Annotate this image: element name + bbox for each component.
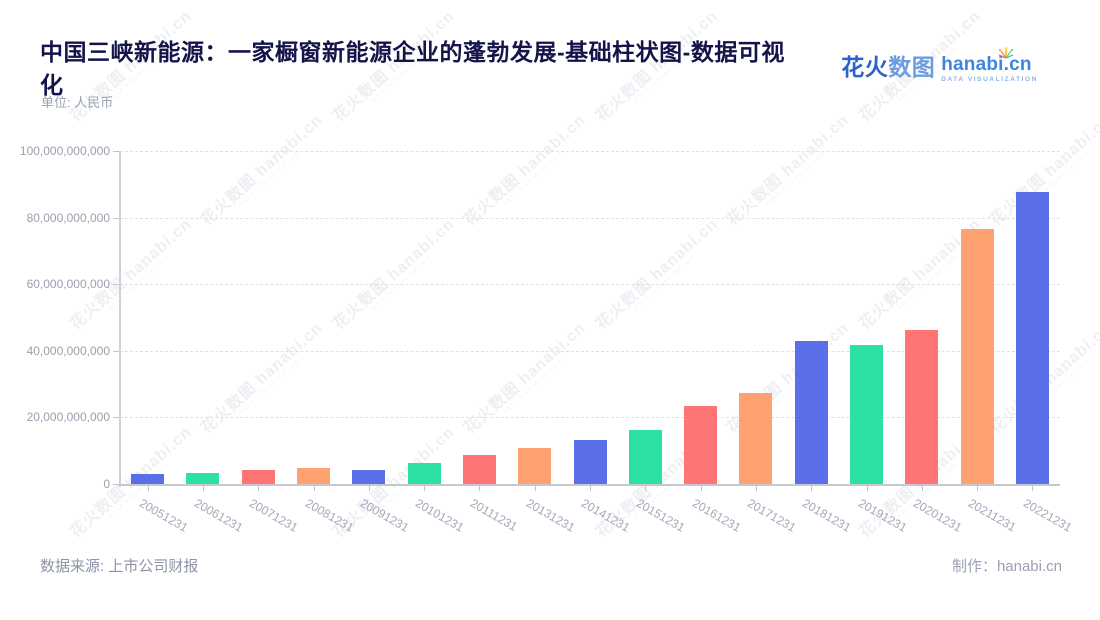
y-axis-tick bbox=[113, 284, 120, 286]
y-axis-label: 0 bbox=[103, 477, 110, 491]
x-axis-tick bbox=[313, 486, 315, 491]
x-axis-tick bbox=[645, 486, 647, 491]
x-axis-label: 20171231 bbox=[744, 496, 799, 535]
x-axis-label: 20081231 bbox=[302, 496, 356, 535]
x-axis-tick bbox=[479, 486, 481, 491]
x-axis-label: 20071231 bbox=[247, 496, 301, 535]
page-title-line1: 中国三峡新能源：一家橱窗新能源企业的蓬勃发展-基础柱状图-数据可视 bbox=[40, 39, 785, 65]
x-axis-label: 20211231 bbox=[966, 496, 1019, 535]
x-axis-label: 20091231 bbox=[357, 496, 412, 535]
x-axis-label: 20141231 bbox=[579, 496, 633, 535]
bar[interactable] bbox=[518, 448, 552, 484]
bar[interactable] bbox=[407, 463, 441, 484]
y-gridline bbox=[120, 151, 1060, 152]
x-axis-label: 20151231 bbox=[634, 496, 688, 535]
y-axis-line bbox=[119, 151, 121, 487]
x-axis-tick bbox=[147, 486, 149, 491]
logo-en-block: hanabi.cn DATA VISUALIZATION bbox=[941, 47, 1038, 83]
y-axis-label: 60,000,000,000 bbox=[26, 277, 110, 292]
x-axis-label: 20131231 bbox=[523, 496, 577, 535]
x-axis-tick bbox=[755, 486, 757, 491]
y-axis-tick bbox=[113, 151, 120, 152]
x-axis-tick bbox=[977, 486, 979, 491]
logo-cn-text: 花火数图 bbox=[841, 54, 935, 80]
logo-cn-shutu: 数图 bbox=[888, 54, 936, 80]
y-axis-tick bbox=[113, 350, 120, 352]
page-title: 中国三峡新能源：一家橱窗新能源企业的蓬勃发展-基础柱状图-数据可视化 bbox=[40, 36, 880, 102]
bar[interactable] bbox=[131, 474, 165, 484]
bar[interactable] bbox=[739, 393, 773, 484]
x-axis-label: 20051231 bbox=[136, 496, 190, 535]
x-axis-label: 20201231 bbox=[910, 496, 965, 535]
logo-domain: hanabi.cn bbox=[941, 54, 1032, 75]
x-axis-tick bbox=[700, 486, 702, 491]
y-axis-label: 80,000,000,000 bbox=[26, 210, 110, 225]
bar[interactable] bbox=[1015, 192, 1049, 484]
firework-icon bbox=[998, 47, 1014, 59]
y-gridline bbox=[120, 417, 1060, 419]
x-axis-label: 20101231 bbox=[413, 496, 467, 535]
y-axis-label: 40,000,000,000 bbox=[26, 343, 110, 358]
bar[interactable] bbox=[462, 455, 496, 484]
hanabi-logo: 花火数图 hanabi.cn DATA VISUALIZATION bbox=[841, 47, 1038, 83]
logo-cn-huahuo: 花火 bbox=[841, 54, 889, 80]
x-axis-label: 20181231 bbox=[800, 496, 854, 535]
x-axis-label: 20191231 bbox=[855, 496, 909, 535]
y-axis-label: 20,000,000,000 bbox=[26, 410, 110, 425]
y-gridline bbox=[120, 350, 1060, 352]
y-axis-tick bbox=[113, 217, 120, 219]
bar[interactable] bbox=[352, 470, 386, 484]
bar[interactable] bbox=[297, 468, 330, 484]
unit-label: 单位: 人民币 bbox=[41, 95, 114, 110]
logo-tagline: DATA VISUALIZATION bbox=[941, 76, 1038, 83]
bar[interactable] bbox=[628, 430, 662, 484]
x-axis-tick bbox=[258, 486, 260, 491]
x-axis-line bbox=[118, 484, 1060, 486]
x-axis-label: 20161231 bbox=[689, 496, 743, 535]
y-gridline bbox=[120, 284, 1060, 286]
x-axis-tick bbox=[1032, 486, 1034, 491]
x-axis-tick bbox=[866, 486, 868, 491]
x-axis-tick bbox=[368, 486, 370, 491]
x-axis-label: 20111231 bbox=[468, 496, 521, 534]
x-axis-label: 20221231 bbox=[1021, 496, 1075, 535]
y-axis-tick bbox=[113, 484, 120, 485]
credit-label: 制作：hanabi.cn bbox=[951, 558, 1062, 575]
x-axis-label: 20061231 bbox=[191, 496, 246, 535]
x-axis-tick bbox=[202, 486, 204, 491]
bar[interactable] bbox=[241, 470, 275, 484]
bar[interactable] bbox=[573, 440, 607, 484]
bar[interactable] bbox=[684, 406, 718, 484]
x-axis-tick bbox=[424, 486, 426, 491]
x-axis-tick bbox=[534, 486, 536, 491]
bar[interactable] bbox=[794, 341, 828, 484]
data-source-label: 数据来源: 上市公司财报 bbox=[40, 558, 199, 575]
bar[interactable] bbox=[905, 330, 939, 484]
x-axis-tick bbox=[590, 486, 591, 491]
y-axis-label: 100,000,000,000 bbox=[19, 144, 110, 158]
bar[interactable] bbox=[186, 473, 220, 484]
y-axis-tick bbox=[113, 417, 120, 419]
x-axis-tick bbox=[811, 486, 813, 491]
bar[interactable] bbox=[850, 345, 883, 484]
y-gridline bbox=[120, 217, 1060, 219]
bar[interactable] bbox=[960, 229, 994, 484]
page-title-line2: 化 bbox=[40, 72, 64, 98]
x-axis-tick bbox=[921, 486, 923, 491]
